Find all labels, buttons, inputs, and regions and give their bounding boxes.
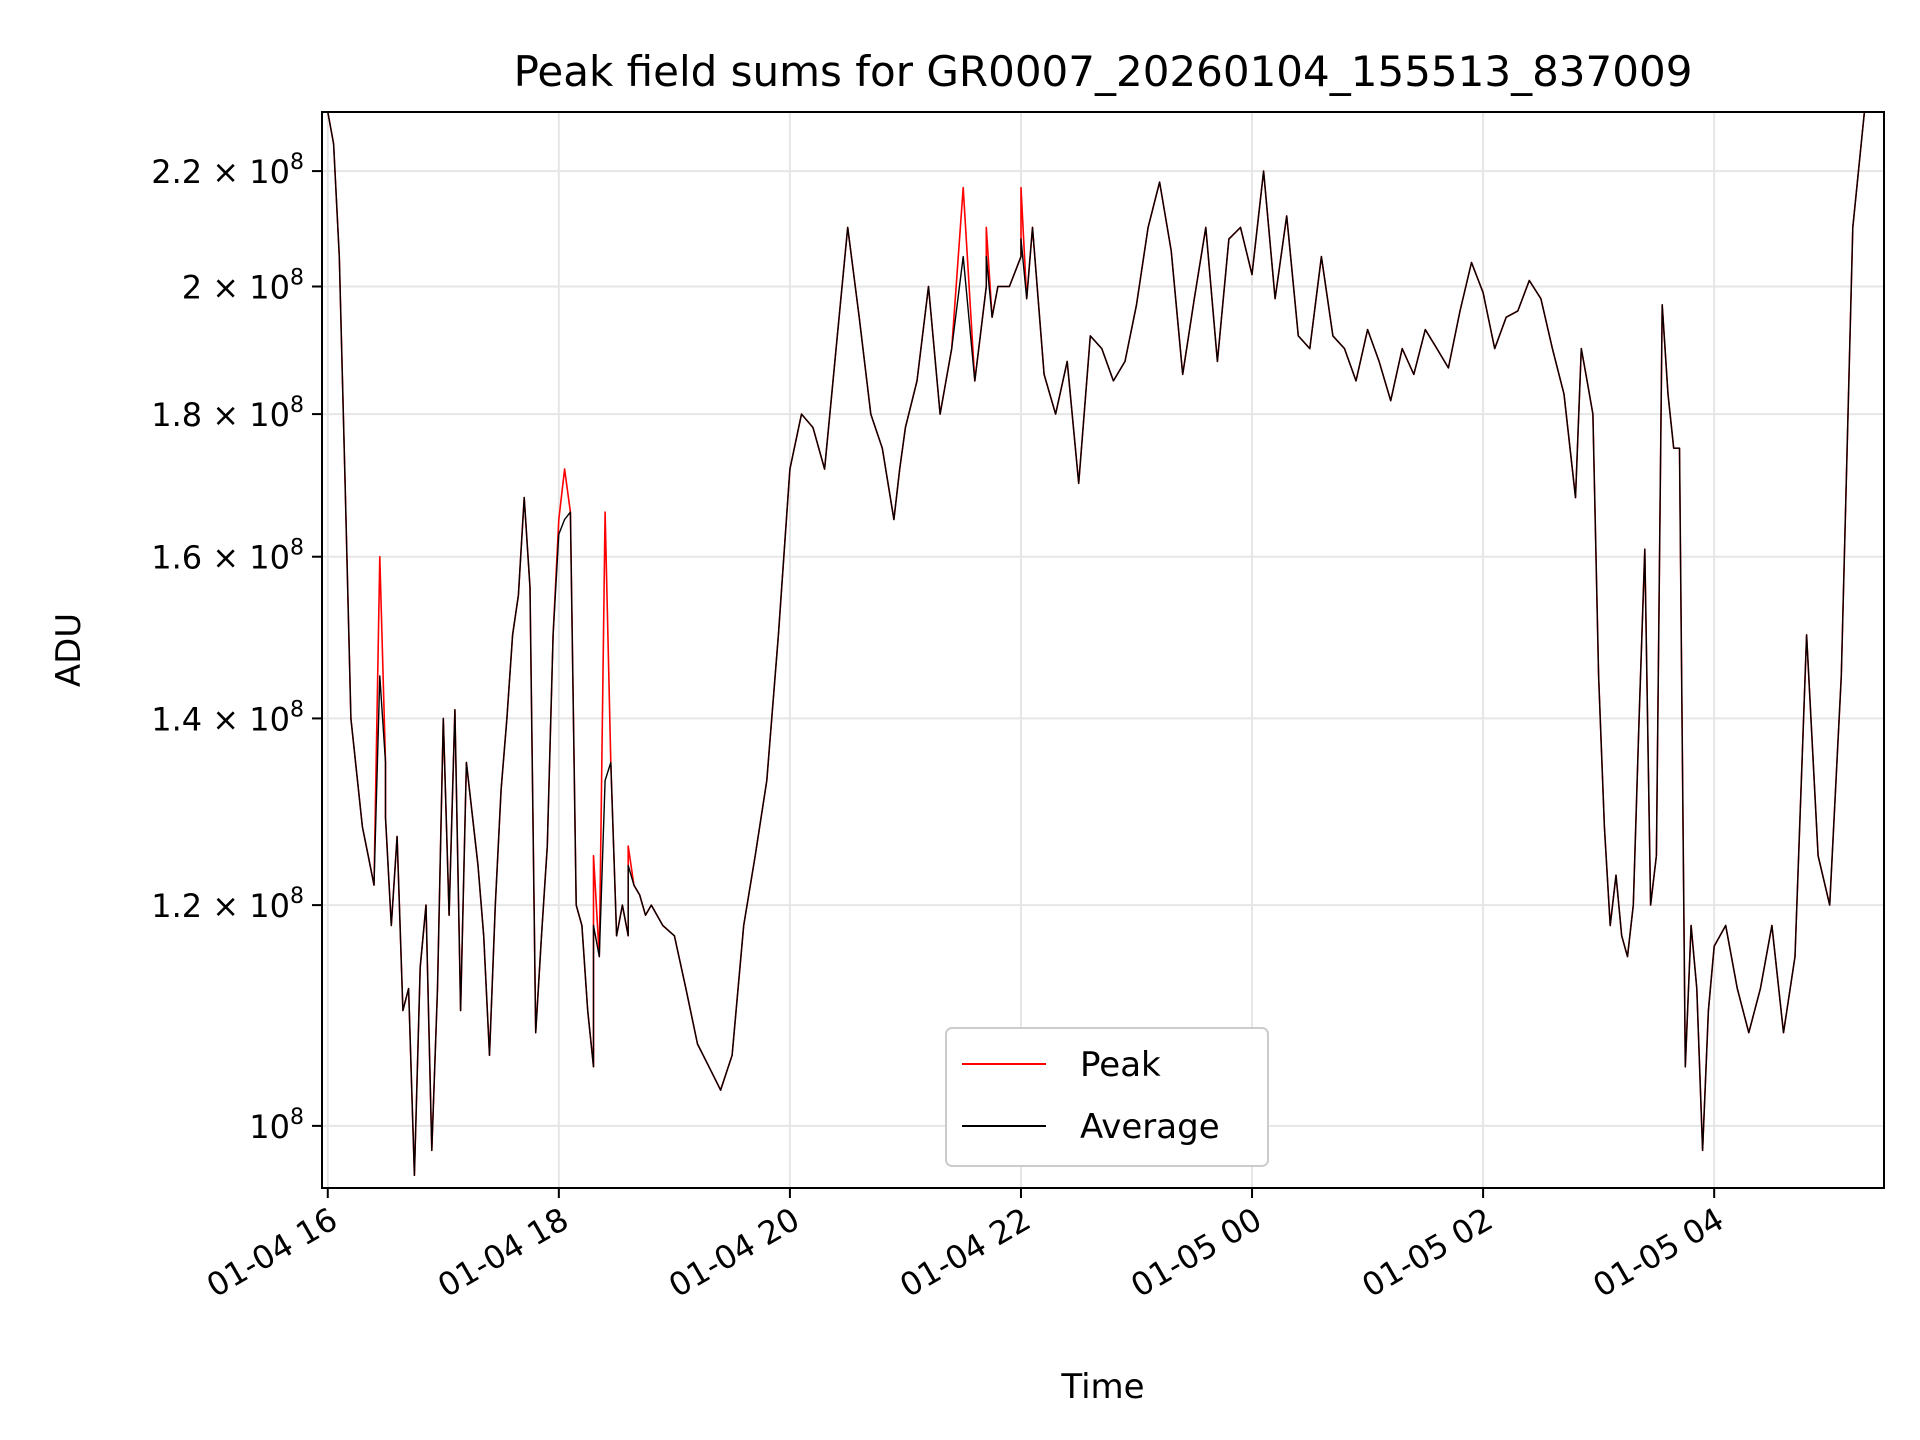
- x-tick-label-5: 01-05 02: [1356, 1200, 1500, 1305]
- legend-box: [945, 1027, 1269, 1167]
- x-axis-label: Time: [1060, 1367, 1144, 1407]
- series-layer: [322, 111, 1876, 1177]
- plot-area-frame: [321, 111, 1885, 1189]
- y-tick-label-4: 1.8 × 108: [151, 393, 304, 434]
- series-line-peak: [322, 111, 1876, 1177]
- x-tick-label-0: 01-04 16: [200, 1200, 344, 1305]
- y-tick-label-2: 1.4 × 108: [151, 697, 304, 738]
- y-tick-label-6: 2.2 × 108: [151, 150, 304, 191]
- chart-title: Peak field sums for GR0007_20260104_1555…: [514, 47, 1693, 96]
- legend: Peak Average: [945, 1027, 1269, 1167]
- x-tick-label-6: 01-05 04: [1587, 1200, 1731, 1305]
- x-tick-label-2: 01-04 20: [662, 1200, 806, 1305]
- series-line-average: [322, 111, 1876, 1177]
- tick-layer: 01-04 16 01-04 18 01-04 20 01-04 22 01-05 00…: [151, 150, 1730, 1305]
- x-tick-label-3: 01-04 22: [893, 1200, 1037, 1305]
- y-tick-label-1: 1.2 × 108: [151, 884, 304, 925]
- x-tick-label-1: 01-04 18: [431, 1200, 575, 1305]
- y-tick-label-0: 108: [249, 1105, 304, 1146]
- y-tick-label-3: 1.6 × 108: [151, 536, 304, 577]
- x-tick-label-4: 01-05 00: [1124, 1200, 1268, 1305]
- y-tick-label-5: 2 × 108: [182, 266, 304, 307]
- y-axis-label: ADU: [49, 613, 89, 687]
- legend-label-peak: Peak: [1080, 1045, 1161, 1085]
- grid-layer: [322, 112, 1884, 1188]
- legend-label-average: Average: [1080, 1107, 1220, 1147]
